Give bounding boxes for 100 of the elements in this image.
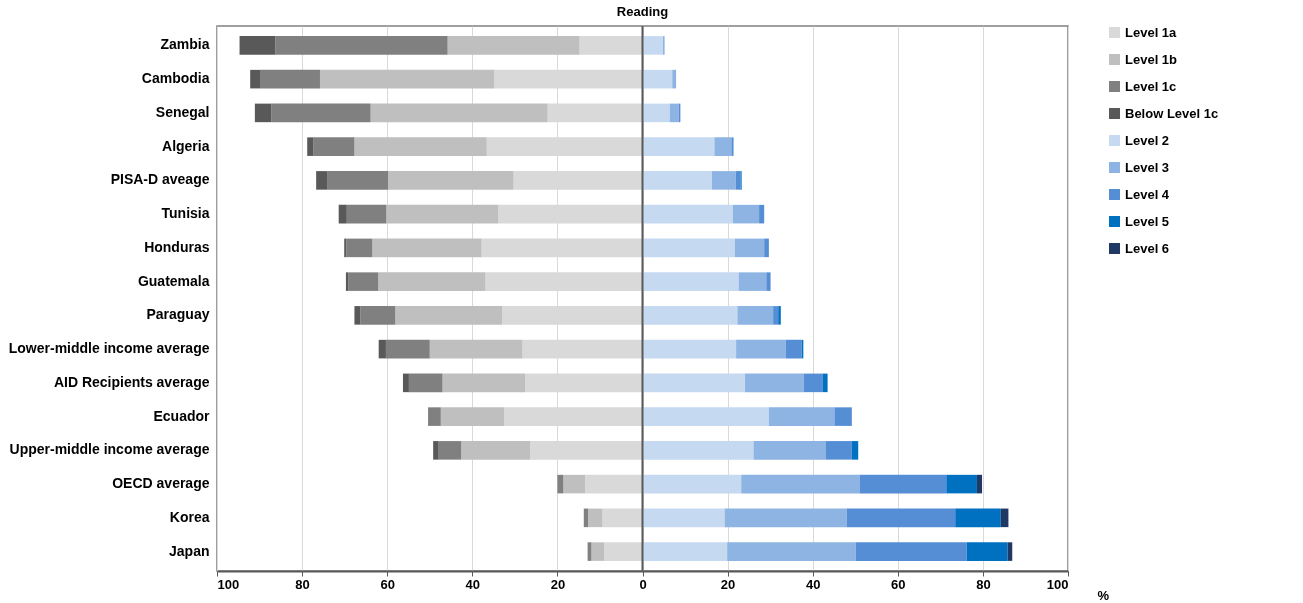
bar xyxy=(239,36,276,55)
bar xyxy=(737,306,774,325)
bar xyxy=(759,204,765,224)
bar xyxy=(344,238,347,258)
bar xyxy=(588,508,603,528)
bar xyxy=(429,339,523,359)
bar xyxy=(271,103,371,123)
chart-title: Reading xyxy=(616,4,669,19)
bar xyxy=(378,339,386,359)
bar xyxy=(370,103,548,123)
y-tick-label: Paraguay xyxy=(146,306,210,323)
bar xyxy=(585,474,643,494)
bar xyxy=(327,171,389,190)
bar xyxy=(642,542,728,561)
bar xyxy=(433,441,439,460)
bar xyxy=(642,339,737,359)
y-tick-label: Algeria xyxy=(162,137,210,154)
legend-label: Level 5 xyxy=(1125,213,1170,229)
bar xyxy=(768,407,835,426)
legend-label: Below Level 1c xyxy=(1125,105,1219,121)
bar xyxy=(428,407,441,426)
bar xyxy=(386,204,499,224)
x-tick-label: 80 xyxy=(295,576,310,592)
bar xyxy=(642,441,754,460)
bar xyxy=(604,542,643,561)
x-tick-label: 100 xyxy=(1046,576,1069,592)
bar xyxy=(563,474,586,494)
bar xyxy=(642,137,715,156)
x-tick-label: 60 xyxy=(891,576,906,592)
bar xyxy=(442,373,526,393)
bar xyxy=(348,272,379,291)
bar xyxy=(346,204,387,224)
bar xyxy=(319,69,495,89)
x-tick-label: 40 xyxy=(805,576,821,592)
bar xyxy=(438,441,462,460)
bar xyxy=(642,69,673,89)
bar xyxy=(385,339,430,359)
bar xyxy=(338,204,347,224)
bar xyxy=(834,407,852,426)
bar xyxy=(778,306,781,325)
bar xyxy=(642,508,725,528)
legend-label: Level 2 xyxy=(1125,132,1170,148)
y-tick-label: Guatemala xyxy=(137,272,210,289)
x-tick-label: 60 xyxy=(380,576,395,592)
bar xyxy=(642,373,746,393)
bar xyxy=(822,373,828,393)
bar xyxy=(259,69,320,89)
bar xyxy=(745,373,804,393)
bar xyxy=(583,508,589,528)
bar xyxy=(316,171,328,190)
bar xyxy=(738,272,767,291)
y-tick-label: Ecuador xyxy=(153,407,211,424)
y-tick-label: Senegal xyxy=(155,103,210,120)
bar xyxy=(734,238,765,258)
y-tick-label: Korea xyxy=(169,508,210,525)
bar xyxy=(724,508,847,528)
bar xyxy=(642,306,738,325)
bar xyxy=(642,204,733,224)
y-tick-label: Lower-middle income average xyxy=(8,340,210,357)
bar xyxy=(360,306,396,325)
bar xyxy=(966,542,1008,561)
bar xyxy=(803,373,823,393)
bar xyxy=(354,306,361,325)
bar xyxy=(642,238,735,258)
bar xyxy=(955,508,1001,528)
bar xyxy=(307,137,314,156)
bar xyxy=(714,137,732,156)
legend-label: Level 1a xyxy=(1125,24,1178,40)
y-tick-label: Zambia xyxy=(160,36,210,53)
bar xyxy=(727,542,856,561)
bar xyxy=(764,238,769,258)
x-tick-label: 20 xyxy=(720,576,736,592)
bar xyxy=(461,441,531,460)
bar xyxy=(642,171,712,190)
bar xyxy=(254,103,272,123)
bar xyxy=(354,137,487,156)
bar xyxy=(591,542,605,561)
y-tick-label: Cambodia xyxy=(141,70,210,87)
bar xyxy=(642,36,663,55)
y-tick-label: OECD average xyxy=(112,475,210,492)
legend-label: Level 6 xyxy=(1125,240,1170,256)
bar xyxy=(855,542,967,561)
bar xyxy=(946,474,977,494)
bar xyxy=(741,474,860,494)
bar xyxy=(753,441,826,460)
legend-label: Level 3 xyxy=(1125,159,1170,175)
bar xyxy=(642,474,742,494)
bar xyxy=(735,171,741,190)
bar xyxy=(372,238,482,258)
bar xyxy=(346,238,373,258)
bar xyxy=(557,474,564,494)
bar xyxy=(602,508,643,528)
x-tick-label: 20 xyxy=(550,576,566,592)
y-tick-label: PISA-D aveage xyxy=(110,171,210,188)
bar xyxy=(766,272,771,291)
bar xyxy=(447,36,580,55)
x-tick-label: 40 xyxy=(465,576,481,592)
y-tick-label: Japan xyxy=(169,542,210,559)
bar xyxy=(642,272,739,291)
bar xyxy=(440,407,505,426)
